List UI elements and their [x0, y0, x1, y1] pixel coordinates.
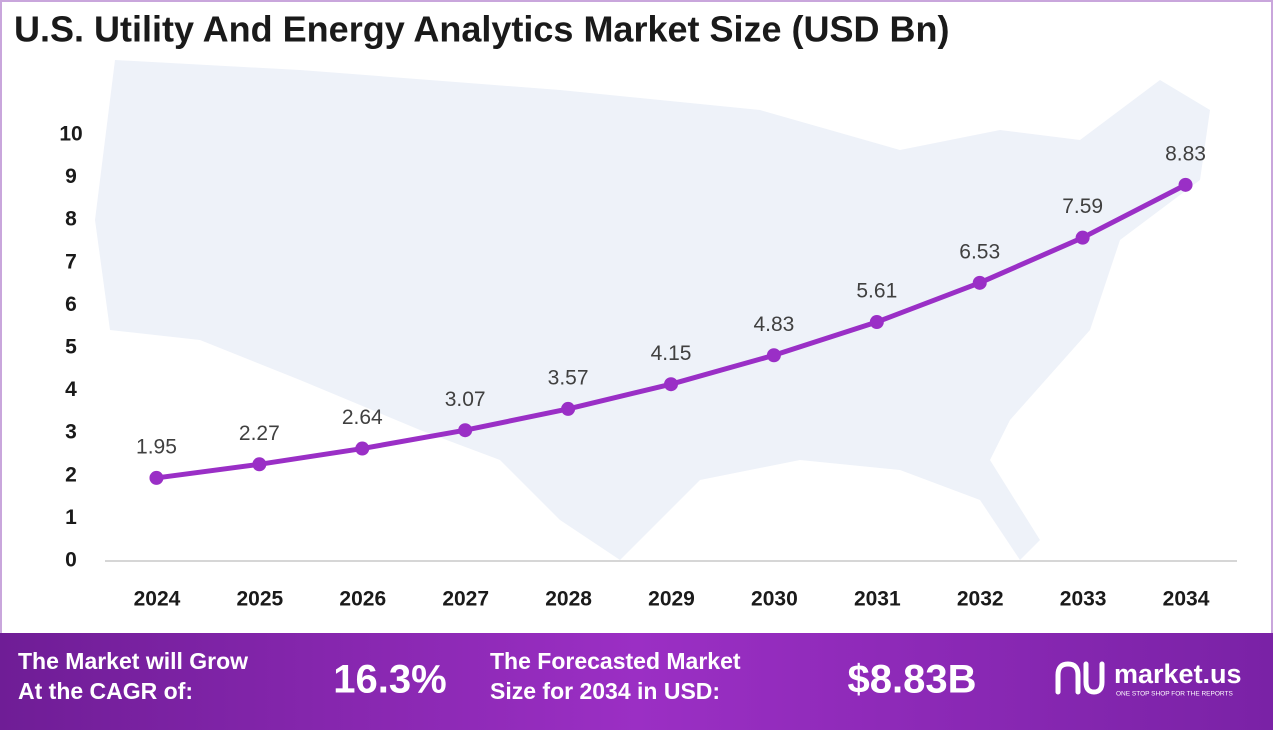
y-tick-label: 4 [65, 378, 77, 401]
data-label: 3.57 [548, 366, 589, 389]
marker [252, 457, 267, 472]
data-label: 3.07 [445, 388, 486, 411]
data-label: 6.53 [959, 240, 1000, 263]
x-tick-label: 2029 [648, 588, 695, 611]
x-tick-label: 2024 [134, 588, 181, 611]
cagr-text: At the CAGR of: [18, 678, 193, 704]
marker [869, 315, 884, 330]
y-tick-label: 10 [59, 123, 82, 146]
brand-tagline: ONE STOP SHOP FOR THE REPORTS [1116, 691, 1233, 698]
data-label: 8.83 [1165, 142, 1206, 165]
marker [1075, 230, 1090, 245]
y-tick-label: 5 [65, 336, 77, 359]
map-background [95, 60, 1210, 560]
footer-band [0, 633, 1273, 730]
x-tick-label: 2031 [854, 588, 901, 611]
plot: 0 1 2 3 4 5 6 7 8 9 10 2024 2025 2026 2027 2028 2029 2030… [59, 123, 1209, 611]
data-label: 4.15 [651, 342, 692, 365]
x-tick-label: 2025 [237, 588, 284, 611]
y-tick-label: 7 [65, 250, 77, 273]
x-tick-label: 2033 [1060, 588, 1107, 611]
x-tick-label: 2026 [339, 588, 386, 611]
y-tick-label: 8 [65, 208, 77, 231]
marker [149, 470, 164, 485]
forecast-text: The Forecasted Market [490, 648, 741, 674]
marker [664, 377, 678, 392]
cagr-text: The Market will Grow [18, 648, 248, 674]
marker [355, 441, 370, 456]
x-tick-label: 2032 [957, 588, 1004, 611]
data-label: 7.59 [1062, 195, 1103, 218]
x-tick-label: 2027 [442, 588, 489, 611]
forecast-value: $8.83B [848, 658, 977, 702]
y-tick-label: 1 [65, 506, 77, 529]
x-tick-label: 2034 [1163, 588, 1210, 611]
x-tick-label: 2028 [545, 588, 592, 611]
brand-logo [1055, 661, 1105, 695]
marker [1178, 177, 1193, 192]
y-tick-label: 2 [65, 463, 77, 486]
data-label: 4.83 [753, 313, 794, 336]
x-tick-label: 2030 [751, 588, 798, 611]
data-label: 2.64 [342, 406, 383, 429]
y-tick-label: 3 [65, 421, 77, 444]
data-label: 2.27 [239, 422, 280, 445]
chart-title: U.S. Utility And Energy Analytics Market… [14, 9, 950, 50]
marker [458, 423, 473, 438]
brand-name: market.us [1114, 659, 1242, 689]
data-label: 1.95 [136, 435, 177, 458]
data-label: 5.61 [856, 280, 897, 303]
cagr-value: 16.3% [333, 658, 446, 702]
y-tick-label: 6 [65, 293, 77, 316]
marker [972, 275, 987, 290]
y-tick-label: 9 [65, 165, 77, 188]
marker [766, 348, 781, 363]
marker [561, 401, 576, 416]
forecast-text: Size for 2034 in USD: [490, 678, 720, 704]
y-tick-label: 0 [65, 549, 77, 572]
